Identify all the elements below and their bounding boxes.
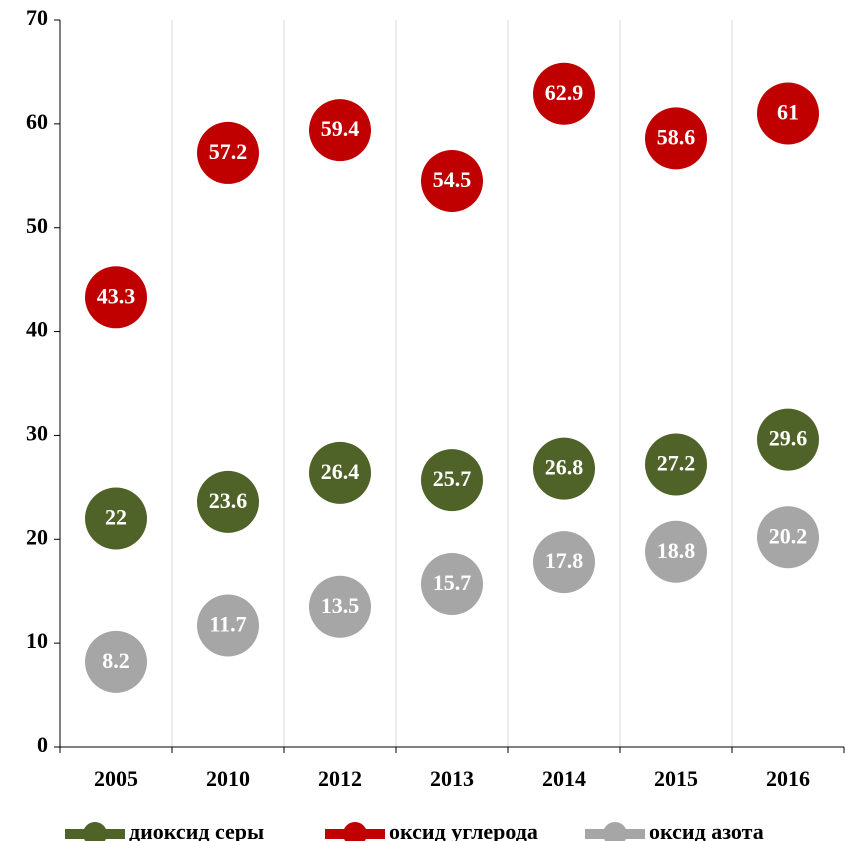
y-tick-label: 50	[26, 213, 48, 238]
data-label: 26.4	[321, 459, 360, 484]
data-label: 22	[105, 505, 127, 530]
data-label: 62.9	[545, 80, 584, 105]
x-tick-label: 2013	[430, 766, 474, 791]
legend-marker	[83, 822, 107, 841]
marker	[85, 630, 147, 693]
y-tick-label: 30	[26, 420, 48, 445]
marker	[309, 441, 371, 504]
data-label: 29.6	[769, 426, 808, 451]
marker	[309, 99, 371, 162]
marker	[645, 433, 707, 496]
data-label: 18.8	[657, 538, 696, 563]
data-label: 15.7	[433, 570, 472, 595]
x-tick-label: 2012	[318, 766, 362, 791]
data-label: 27.2	[657, 451, 696, 476]
marker	[85, 266, 147, 329]
y-tick-label: 40	[26, 317, 48, 342]
marker	[85, 487, 147, 550]
data-label: 11.7	[209, 612, 246, 637]
data-label: 59.4	[321, 116, 360, 141]
data-label: 61	[777, 100, 799, 125]
x-tick-label: 2015	[654, 766, 698, 791]
marker	[645, 520, 707, 583]
legend-marker	[343, 822, 367, 841]
x-tick-label: 2016	[766, 766, 810, 791]
marker	[757, 408, 819, 471]
marker	[197, 121, 259, 184]
x-tick-label: 2005	[94, 766, 138, 791]
marker	[533, 531, 595, 594]
data-label: 13.5	[321, 593, 360, 618]
legend-marker	[603, 822, 627, 841]
legend-label: оксид азота	[649, 819, 764, 841]
marker	[309, 575, 371, 638]
y-tick-label: 60	[26, 109, 48, 134]
marker	[197, 470, 259, 533]
data-label: 17.8	[545, 548, 584, 573]
marker	[645, 107, 707, 170]
marker	[421, 149, 483, 212]
x-tick-label: 2010	[206, 766, 250, 791]
legend-label: диоксид серы	[129, 819, 264, 841]
y-tick-label: 70	[26, 5, 48, 30]
marker	[421, 552, 483, 615]
y-tick-label: 0	[37, 732, 48, 757]
marker	[757, 82, 819, 145]
data-label: 8.2	[102, 648, 130, 673]
marker	[757, 506, 819, 569]
data-label: 25.7	[433, 466, 472, 491]
marker	[421, 449, 483, 512]
x-tick-label: 2014	[542, 766, 586, 791]
y-tick-label: 10	[26, 628, 48, 653]
marker	[533, 62, 595, 125]
y-tick-label: 20	[26, 524, 48, 549]
data-label: 26.8	[545, 455, 584, 480]
data-label: 57.2	[209, 139, 248, 164]
data-label: 58.6	[657, 124, 696, 149]
marker	[197, 594, 259, 657]
data-label: 23.6	[209, 488, 248, 513]
data-label: 54.5	[433, 167, 472, 192]
data-label: 20.2	[769, 523, 808, 548]
marker	[533, 437, 595, 500]
legend-label: оксид углерода	[389, 819, 538, 841]
data-label: 43.3	[97, 283, 136, 308]
